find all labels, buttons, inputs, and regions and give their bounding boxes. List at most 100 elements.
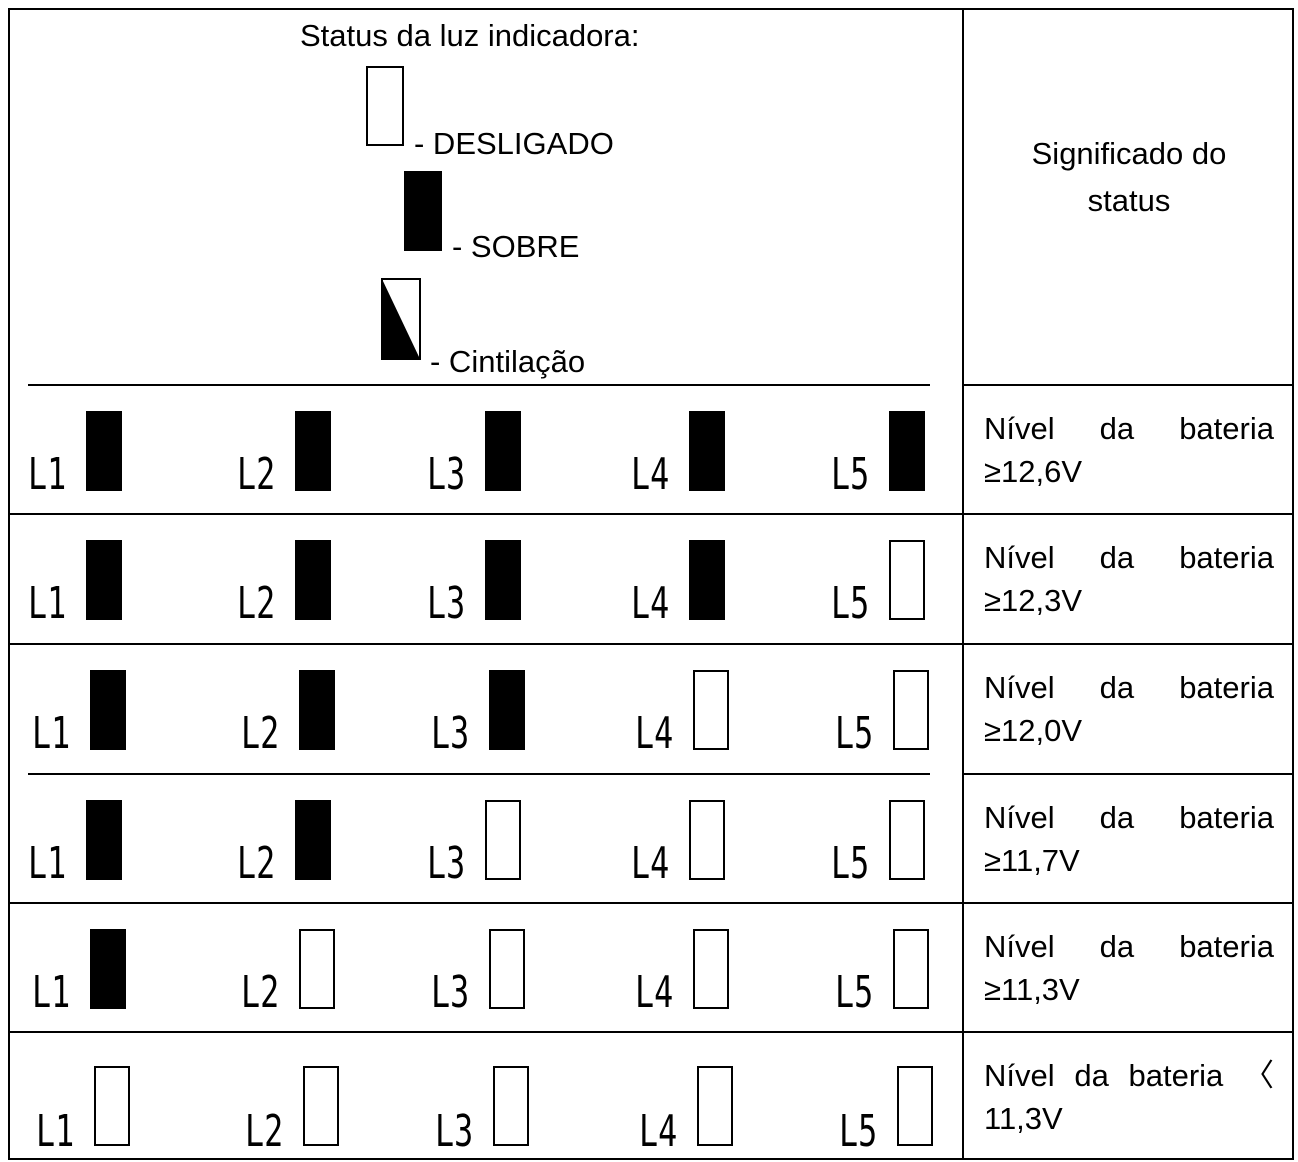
table-border-left: [8, 8, 10, 1160]
meaning-line-2: ≥12,3V: [984, 583, 1083, 618]
lamp-label: L4: [635, 708, 674, 759]
lamp-label: L1: [28, 838, 67, 889]
meaning-word: bateria: [1179, 540, 1274, 575]
meaning-line-2: ≥11,3V: [984, 972, 1080, 1007]
lamp-label: L5: [835, 967, 874, 1018]
lamp-label: L4: [639, 1106, 678, 1157]
meaning-line-1: Nível da bateria 〈: [984, 1054, 1274, 1097]
table-border-right: [1292, 8, 1294, 1160]
lamp-label: L1: [28, 578, 67, 629]
lamp-label: L3: [431, 708, 470, 759]
meaning-header-cell: Significado do status: [964, 8, 1294, 385]
lamp-off-icon: [489, 929, 525, 1009]
meaning-word: bateria: [1179, 670, 1274, 705]
legend-cell: Status da luz indicadora: - DESLIGADO - …: [8, 8, 964, 385]
meaning-word: da: [1099, 540, 1135, 575]
lamp-on-icon: [485, 411, 521, 491]
lamp-label: L2: [237, 578, 276, 629]
meaning-word: Nível: [984, 670, 1055, 705]
lamp-on-icon: [86, 800, 122, 880]
lamp-label: L2: [245, 1106, 284, 1157]
meaning-word: Nível: [984, 800, 1055, 835]
lamp-on-icon: [689, 411, 725, 491]
lamp-off-icon: [299, 929, 335, 1009]
lamp-off-icon: [693, 670, 729, 750]
lamp-off-icon: [689, 800, 725, 880]
lamp-on-icon: [889, 411, 925, 491]
table-border-top: [8, 8, 1294, 10]
lamp-on-icon: [295, 540, 331, 620]
meaning-word: 〈: [1242, 1058, 1274, 1093]
legend-title: Status da luz indicadora:: [300, 18, 640, 53]
lamp-label: L1: [32, 708, 71, 759]
meaning-line-1: Nível da bateria: [984, 666, 1274, 709]
lamp-on-icon: [489, 670, 525, 750]
lamp-label: L5: [839, 1106, 878, 1157]
lamp-label: L5: [831, 449, 870, 500]
meaning-word: Nível: [984, 929, 1055, 964]
meaning-word: bateria: [1179, 411, 1274, 446]
lamp-label: L2: [237, 838, 276, 889]
meaning-word: bateria: [1128, 1058, 1224, 1093]
row-separator: [8, 1031, 1294, 1033]
lamp-on-icon: [90, 929, 126, 1009]
row-separator: [8, 513, 1294, 515]
meaning-word: da: [1074, 1058, 1109, 1093]
meaning-word: Nível: [984, 540, 1055, 575]
table-row: L1 L2 L3 L4 L5 Nível da bateria ≥12,0V: [8, 644, 1294, 773]
lamp-on-icon: [295, 411, 331, 491]
lamp-off-icon: [889, 800, 925, 880]
lamp-on-icon: [295, 800, 331, 880]
lamp-label: L4: [635, 967, 674, 1018]
row-separator: [8, 643, 1294, 645]
row-separator: [28, 384, 930, 386]
legend-on-label: - SOBRE: [452, 229, 580, 264]
row-separator: [28, 773, 930, 775]
lamp-off-icon: [697, 1066, 733, 1146]
meaning-word: Nível: [984, 411, 1055, 446]
status-meaning: Nível da bateria ≥11,3V: [984, 925, 1274, 1011]
status-meaning: Nível da bateria ≥12,3V: [984, 536, 1274, 622]
table-row: L1 L2 L3 L4 L5 Nível da bateria ≥12,6V: [8, 385, 1294, 514]
lamp-off-icon: [366, 66, 404, 146]
lamp-label: L4: [631, 578, 670, 629]
lamp-off-icon: [889, 540, 925, 620]
legend-blink-label: - Cintilação: [430, 344, 586, 379]
lamp-label: L2: [241, 967, 280, 1018]
meaning-word: da: [1099, 800, 1135, 835]
meaning-line-1: Nível da bateria: [984, 796, 1274, 839]
lamp-label: L4: [631, 838, 670, 889]
meaning-word: bateria: [1179, 800, 1274, 835]
status-meaning: Nível da bateria 〈 11,3V: [984, 1054, 1274, 1140]
lamp-off-icon: [94, 1066, 130, 1146]
row-separator: [8, 902, 1294, 904]
lamp-off-icon: [897, 1066, 933, 1146]
lamp-on-icon: [86, 540, 122, 620]
meaning-word: Nível: [984, 1058, 1055, 1093]
lamp-off-icon: [493, 1066, 529, 1146]
status-meaning: Nível da bateria ≥12,6V: [984, 407, 1274, 493]
lamp-label: L3: [427, 578, 466, 629]
lamp-label: L4: [631, 449, 670, 500]
table-border-bottom: [8, 1158, 1294, 1160]
row-separator-right: [962, 773, 1294, 775]
lamp-label: L5: [835, 708, 874, 759]
meaning-word: da: [1099, 929, 1135, 964]
lamp-label: L5: [831, 578, 870, 629]
lamp-label: L3: [427, 449, 466, 500]
lamp-on-icon: [299, 670, 335, 750]
meaning-line-1: Nível da bateria: [984, 925, 1274, 968]
meaning-line-2: ≥12,0V: [984, 713, 1083, 748]
lamp-on-icon: [90, 670, 126, 750]
row-separator-right: [962, 384, 1294, 386]
lamp-label: L2: [241, 708, 280, 759]
table-row: L1 L2 L3 L4 L5 Nível da bateria ≥11,3V: [8, 903, 1294, 1032]
lamp-on-icon: [404, 171, 442, 251]
lamp-label: L2: [237, 449, 276, 500]
status-meaning: Nível da bateria ≥11,7V: [984, 796, 1274, 882]
table-row: L1 L2 L3 L4 L5 Nível da bateria 〈 11,3V: [8, 1032, 1294, 1161]
lamp-label: L1: [36, 1106, 75, 1157]
meaning-word: bateria: [1179, 929, 1274, 964]
lamp-label: L1: [28, 449, 67, 500]
lamp-on-icon: [689, 540, 725, 620]
